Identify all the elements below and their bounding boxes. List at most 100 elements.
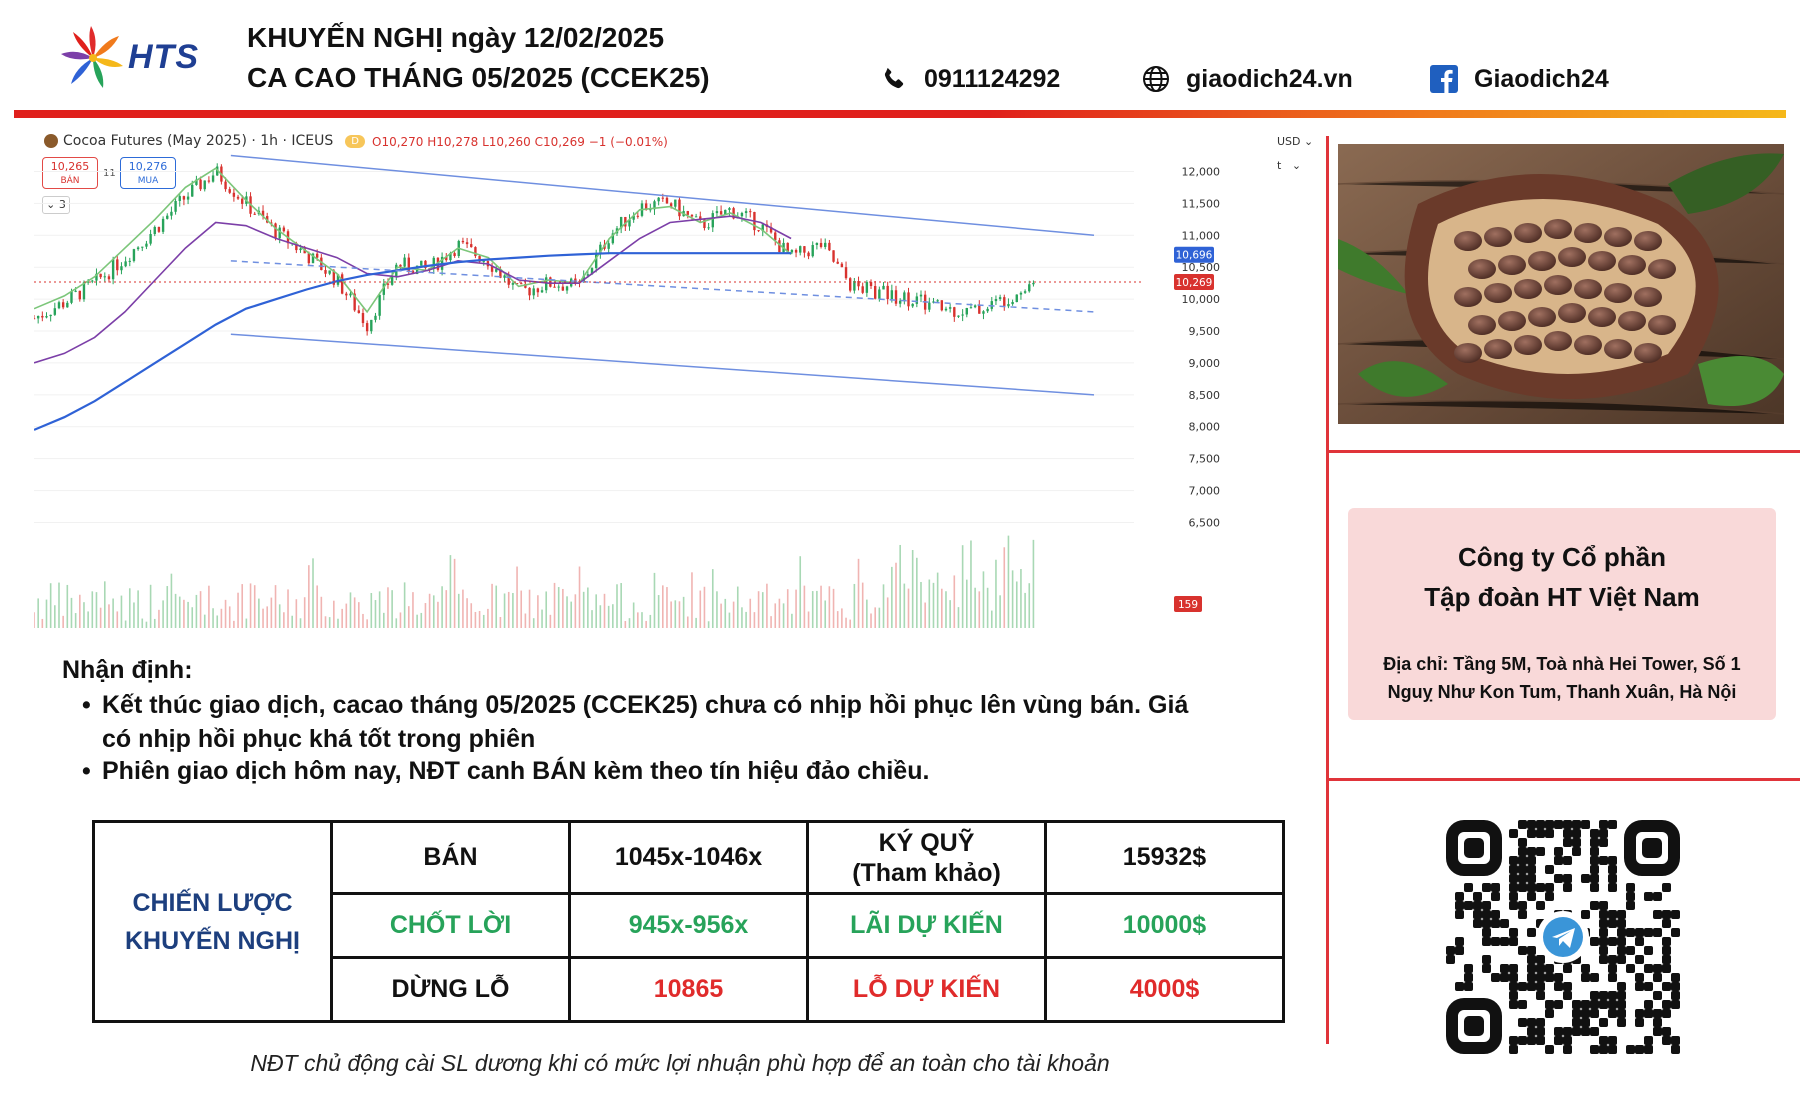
- candle: [228, 189, 231, 193]
- volume-bar: [645, 620, 647, 628]
- volume-bar: [711, 569, 714, 628]
- candle: [278, 227, 281, 239]
- volume-tag: 159: [1178, 599, 1198, 611]
- y-tick-label: 12,000: [1182, 165, 1221, 178]
- contact-website[interactable]: giaodich24.vn: [1140, 62, 1353, 96]
- volume-bar: [966, 579, 968, 628]
- qr-module: [1671, 928, 1680, 937]
- candle: [474, 247, 477, 257]
- volume-bar: [816, 590, 818, 628]
- price-chart[interactable]: 12,000 11,500 11,000 10,500 10,000 9,500 9,000…: [34, 130, 1320, 630]
- brand-name: HTS: [128, 38, 199, 76]
- qr-module: [1482, 928, 1491, 937]
- volume-bar: [308, 565, 310, 628]
- volume-bar: [437, 601, 439, 628]
- margin-label: KÝ QUỸ (Tham khảo): [806, 820, 1047, 895]
- currency-select[interactable]: USD ⌄: [1277, 135, 1314, 148]
- buy-price-button[interactable]: 10,276 MUA: [120, 157, 176, 189]
- qr-module: [1509, 901, 1518, 910]
- qr-module: [1653, 1018, 1662, 1027]
- candle: [690, 214, 694, 217]
- volume-bar: [841, 608, 843, 628]
- y-tick-label: 7,000: [1189, 485, 1221, 498]
- candle: [761, 224, 764, 232]
- chart-symbol-title: Cocoa Futures (May 2025) · 1h · ICEUS D: [44, 133, 365, 149]
- candle: [461, 240, 465, 243]
- volume-bar: [599, 605, 602, 628]
- candle: [241, 198, 244, 204]
- volume-bar: [145, 621, 148, 628]
- sell-price-button[interactable]: 10,265 BÁN: [42, 157, 98, 189]
- candle: [453, 253, 456, 257]
- qr-module: [1626, 928, 1635, 937]
- candle: [957, 315, 960, 317]
- candle: [132, 249, 136, 261]
- volume-bar: [274, 585, 277, 628]
- telegram-qr-code[interactable]: [1444, 818, 1682, 1056]
- volume-bar: [453, 558, 456, 628]
- indicators-toggle[interactable]: ⌄ 3: [42, 196, 70, 214]
- volume-bar: [903, 583, 906, 628]
- volume-bar: [774, 603, 777, 628]
- qr-module: [1518, 865, 1527, 874]
- qr-module: [1482, 937, 1491, 946]
- qr-module: [1482, 919, 1491, 928]
- qr-module: [1509, 892, 1518, 901]
- qr-module: [1671, 1000, 1680, 1009]
- candle: [465, 242, 469, 245]
- candle: [120, 266, 123, 271]
- qr-module: [1617, 991, 1626, 1000]
- column-divider: [1326, 136, 1329, 1044]
- qr-module: [1464, 901, 1473, 910]
- candle: [315, 253, 319, 258]
- qr-module: [1599, 901, 1608, 910]
- company-card: Công ty Cổ phần Tập đoàn HT Việt Nam Địa…: [1348, 508, 1776, 720]
- volume-bar: [761, 592, 764, 628]
- qr-module: [1617, 982, 1626, 991]
- candle: [540, 290, 544, 293]
- strategy-table: CHIẾN LƯỢC KHUYẾN NGHỊ BÁN 1045x-1046x K…: [92, 820, 1285, 1023]
- volume-bar: [133, 602, 135, 628]
- contact-facebook[interactable]: Giaodich24: [1428, 62, 1609, 96]
- candle: [894, 290, 898, 304]
- volume-bar: [391, 590, 393, 628]
- qr-module: [1590, 865, 1599, 874]
- candle: [57, 302, 61, 309]
- qr-module: [1527, 883, 1536, 892]
- unit-select[interactable]: t ⌄: [1277, 159, 1302, 172]
- candle: [86, 281, 90, 283]
- volume-bar: [553, 582, 556, 628]
- candle: [740, 212, 744, 217]
- qr-module: [1644, 1009, 1653, 1018]
- volume-bar: [49, 583, 52, 628]
- chart-symbol: Cocoa Futures (May 2025) · 1h · ICEUS: [63, 133, 334, 149]
- candle: [66, 302, 69, 308]
- candle: [186, 196, 190, 200]
- volume-bar: [849, 619, 851, 628]
- volume-bar: [428, 593, 431, 628]
- contact-phone[interactable]: 0911124292: [878, 62, 1060, 96]
- candle: [565, 286, 569, 291]
- candle: [824, 242, 827, 247]
- qr-module: [1608, 910, 1617, 919]
- volume-bar: [866, 599, 868, 628]
- cocoa-bean: [1618, 255, 1646, 275]
- qr-module: [1590, 856, 1599, 865]
- qr-module: [1590, 838, 1599, 847]
- qr-module: [1509, 1036, 1518, 1045]
- qr-module: [1608, 1045, 1617, 1054]
- candle: [553, 286, 556, 288]
- volume-bar: [378, 591, 381, 628]
- candle: [61, 302, 65, 308]
- volume-bar: [457, 593, 460, 628]
- qr-module: [1599, 1036, 1608, 1045]
- candle: [898, 300, 902, 304]
- qr-module: [1626, 883, 1635, 892]
- qr-module: [1662, 946, 1671, 955]
- volume-bar: [799, 556, 802, 628]
- candle: [386, 283, 390, 285]
- candle: [224, 181, 227, 190]
- volume-bar: [520, 590, 523, 628]
- volume-bar: [549, 614, 552, 628]
- qr-module: [1608, 1009, 1617, 1018]
